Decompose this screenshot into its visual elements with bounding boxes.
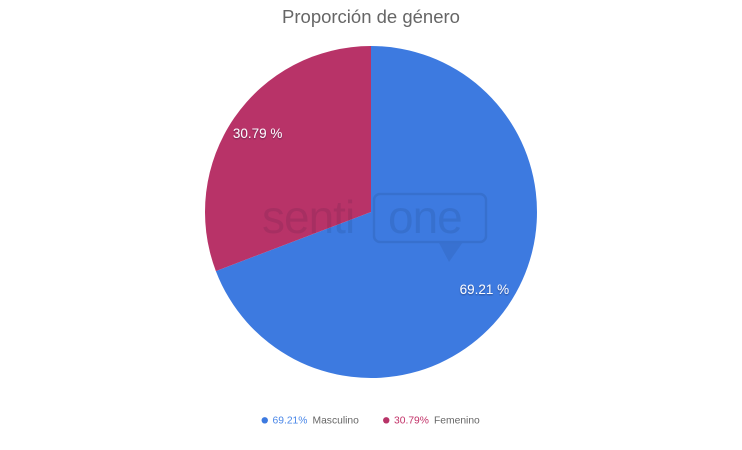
svg-text:Femenino: Femenino: [434, 416, 480, 427]
svg-text:30.79%: 30.79%: [394, 416, 429, 427]
svg-text:senti: senti: [262, 191, 354, 243]
svg-text:69.21%: 69.21%: [273, 416, 308, 427]
svg-text:Masculino: Masculino: [313, 416, 360, 427]
svg-text:69.21 %: 69.21 %: [460, 282, 510, 297]
svg-text:one: one: [388, 191, 462, 243]
svg-text:Proporción de género: Proporción de género: [282, 6, 460, 27]
svg-text:30.79 %: 30.79 %: [233, 126, 283, 141]
